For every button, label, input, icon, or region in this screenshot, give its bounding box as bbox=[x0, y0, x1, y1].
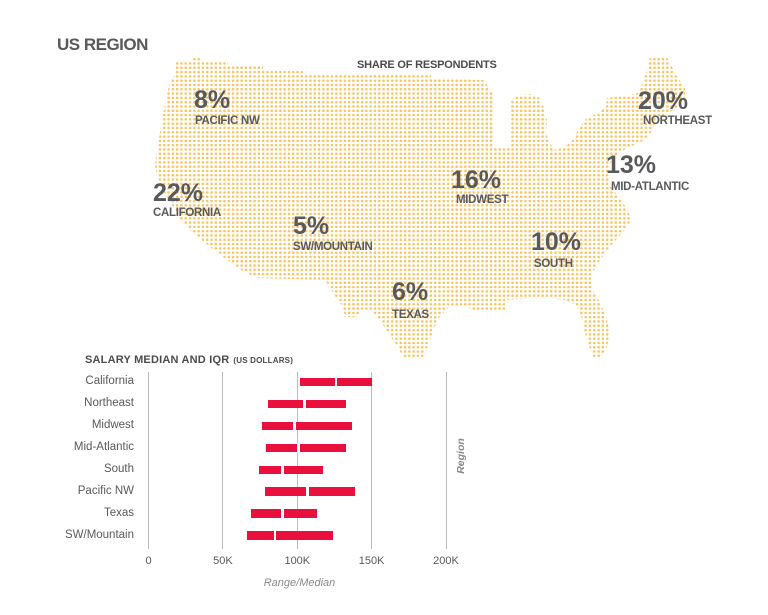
row-label: SW/Mountain bbox=[64, 528, 134, 541]
median-marker bbox=[306, 486, 309, 497]
y-axis-label: Region bbox=[454, 438, 467, 474]
gridline-150k bbox=[371, 372, 372, 549]
bar-track bbox=[149, 393, 447, 415]
median-marker bbox=[292, 421, 296, 432]
chart-row: Northeast bbox=[0, 393, 470, 415]
row-label: Pacific NW bbox=[77, 484, 134, 497]
range-bar bbox=[246, 531, 333, 540]
row-label: Texas bbox=[103, 506, 134, 519]
x-tick-label: 50K bbox=[213, 555, 233, 567]
range-bar bbox=[267, 399, 347, 409]
gridline-0 bbox=[148, 372, 149, 549]
map-subtitle: SHARE OF RESPONDENTS bbox=[357, 58, 497, 71]
chart-row: Texas bbox=[0, 503, 470, 525]
median-marker bbox=[281, 508, 284, 519]
region-share-texas: 6% bbox=[392, 277, 429, 306]
x-tick-label: 150K bbox=[358, 555, 385, 567]
range-bar bbox=[266, 443, 347, 453]
region-share-sw-mountain: 5% bbox=[293, 211, 330, 240]
row-label: Northeast bbox=[84, 397, 134, 410]
median-marker bbox=[334, 377, 338, 388]
bar-track bbox=[149, 437, 447, 459]
bar-track bbox=[149, 503, 447, 525]
region-share-south: 10% bbox=[531, 227, 582, 256]
gridline-100k bbox=[297, 372, 298, 549]
region-share-pacific-nw: 8% bbox=[194, 85, 231, 114]
range-bar bbox=[264, 487, 356, 496]
chart-row: California bbox=[0, 371, 470, 393]
chart-row: Midwest bbox=[0, 415, 470, 437]
region-share-mid-atlantic: 13% bbox=[606, 150, 657, 179]
median-marker bbox=[281, 464, 284, 475]
chart-row: SW/Mountain bbox=[0, 525, 470, 547]
row-label: Midwest bbox=[91, 419, 134, 432]
page-title: US REGION bbox=[57, 35, 148, 54]
region-name-texas: TEXAS bbox=[392, 308, 429, 321]
x-tick-label: 100K bbox=[284, 555, 311, 567]
row-label: Mid-Atlantic bbox=[73, 440, 134, 453]
region-name-south: SOUTH bbox=[534, 257, 573, 270]
region-share-midwest: 16% bbox=[451, 165, 502, 194]
salary-chart-title: SALARY MEDIAN AND IQR (US DOLLARS) bbox=[85, 355, 293, 366]
bar-track bbox=[149, 481, 447, 503]
salary-chart-title-unit: (US DOLLARS) bbox=[233, 356, 294, 366]
median-marker bbox=[273, 530, 277, 541]
salary-chart-rows: California Northeast Midwest Mid-Atlanti… bbox=[0, 371, 470, 546]
region-name-northeast: NORTHEAST bbox=[643, 114, 712, 127]
bar-track bbox=[149, 525, 447, 547]
row-label: California bbox=[85, 375, 134, 388]
chart-row: South bbox=[0, 459, 470, 481]
region-name-mid-atlantic: MID-ATLANTIC bbox=[611, 180, 689, 193]
x-tick-label: 200K bbox=[433, 555, 459, 567]
median-marker bbox=[297, 442, 301, 453]
us-map-outline bbox=[155, 57, 685, 358]
region-name-pacific-nw: PACIFIC NW bbox=[195, 114, 260, 127]
chart-row: Mid-Atlantic bbox=[0, 437, 470, 459]
bar-track bbox=[149, 371, 447, 393]
region-name-sw-mountain: SW/MOUNTAIN bbox=[293, 240, 373, 253]
bar-track bbox=[149, 459, 447, 481]
row-label: South bbox=[103, 462, 134, 475]
range-bar bbox=[258, 465, 323, 475]
region-share-california: 22% bbox=[153, 178, 204, 207]
range-bar bbox=[261, 421, 353, 431]
gridline-200k bbox=[446, 372, 447, 549]
salary-chart-title-text: SALARY MEDIAN AND IQR bbox=[85, 354, 230, 367]
median-marker bbox=[303, 399, 306, 410]
x-tick-label: 0 bbox=[145, 555, 152, 567]
gridline-50k bbox=[222, 372, 223, 549]
region-name-midwest: MIDWEST bbox=[456, 193, 509, 206]
chart-row: Pacific NW bbox=[0, 481, 470, 503]
region-name-california: CALIFORNIA bbox=[153, 206, 221, 219]
range-bar bbox=[251, 509, 317, 518]
x-axis-label: Range/Median bbox=[263, 577, 336, 589]
bar-track bbox=[149, 415, 447, 437]
region-share-northeast: 20% bbox=[638, 86, 689, 115]
